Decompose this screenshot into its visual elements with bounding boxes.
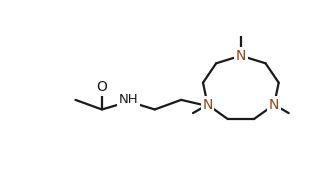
Text: N: N	[236, 49, 246, 63]
Text: N: N	[269, 98, 279, 112]
Text: NH: NH	[118, 93, 138, 106]
Text: O: O	[96, 80, 107, 94]
Text: N: N	[202, 98, 213, 112]
